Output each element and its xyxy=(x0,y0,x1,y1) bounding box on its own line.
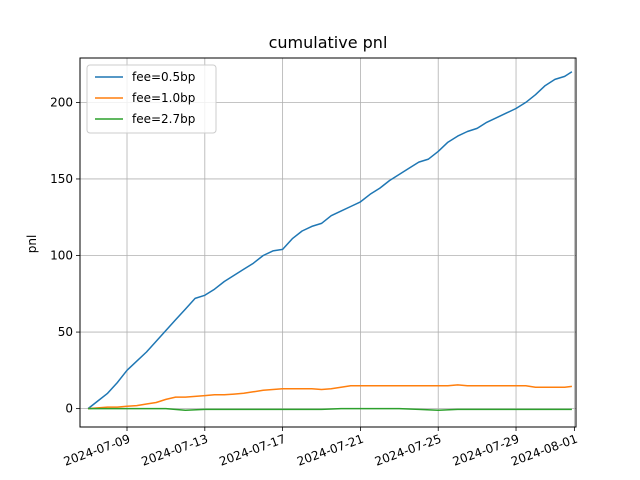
y-tick-label: 50 xyxy=(58,325,73,339)
legend-label-2: fee=2.7bp xyxy=(132,112,195,126)
y-tick-label: 100 xyxy=(50,249,73,263)
legend: fee=0.5bp fee=1.0bp fee=2.7bp xyxy=(86,64,217,134)
legend-box xyxy=(86,64,217,134)
y-axis-label: pnl xyxy=(25,235,39,254)
series-line-1 xyxy=(88,384,572,410)
legend-label-1: fee=1.0bp xyxy=(132,91,195,105)
series-layer xyxy=(87,71,573,411)
series-line-0 xyxy=(87,71,573,410)
series-line-2 xyxy=(88,407,572,411)
y-tick-label: 150 xyxy=(50,172,73,186)
y-tick-label: 0 xyxy=(65,402,73,416)
plot-frame xyxy=(79,57,577,428)
chart-title: cumulative pnl xyxy=(269,33,388,52)
y-tick-label: 200 xyxy=(50,95,73,109)
y-ticks: 0 50 100 150 200 xyxy=(50,95,80,416)
legend-label-0: fee=0.5bp xyxy=(132,70,195,84)
